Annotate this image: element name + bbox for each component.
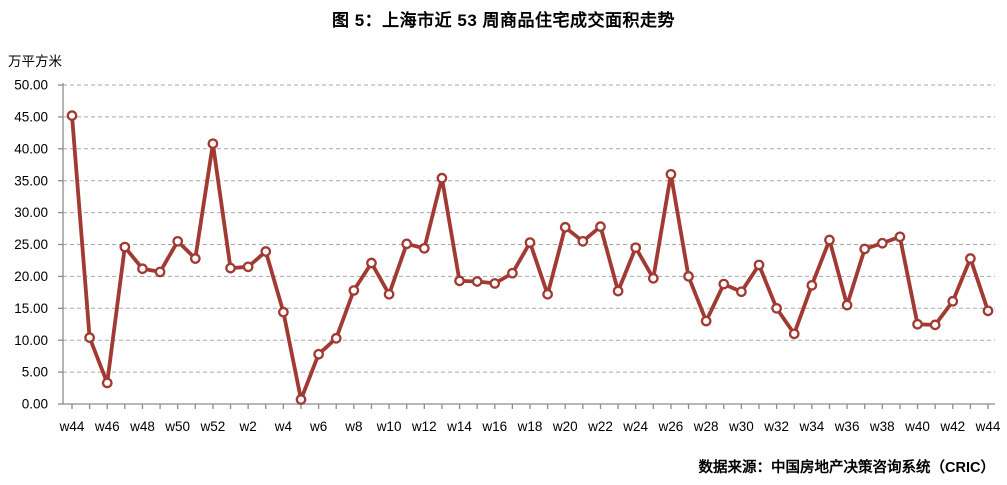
data-point-marker xyxy=(736,286,747,298)
data-source: 数据来源：中国房地产决策咨询系统（CRIC） xyxy=(698,460,995,476)
data-point-marker xyxy=(577,235,589,247)
data-point-marker xyxy=(101,377,113,389)
data-point-marker xyxy=(172,235,184,247)
data-point-marker xyxy=(612,285,624,297)
x-tick-label: w18 xyxy=(517,419,543,434)
data-point-marker xyxy=(700,315,712,327)
data-line xyxy=(70,113,990,402)
x-tick-label: w52 xyxy=(200,419,226,434)
x-tick-label: w10 xyxy=(376,419,402,434)
data-point-marker xyxy=(507,267,518,279)
y-tick-label: 15.00 xyxy=(14,301,48,316)
data-point-marker xyxy=(929,319,941,331)
data-point-marker xyxy=(137,263,148,275)
x-tick-label: w40 xyxy=(904,419,930,434)
data-point-marker xyxy=(683,271,694,282)
data-point-marker xyxy=(965,253,976,264)
data-point-marker xyxy=(313,348,324,360)
y-tick-label: 25.00 xyxy=(14,237,48,252)
x-tick-label: w44 xyxy=(975,419,1001,434)
y-axis-unit-label: 万平方米 xyxy=(8,54,62,69)
y-tick-label: 5.00 xyxy=(22,365,48,380)
x-tick-label: w38 xyxy=(869,419,895,434)
x-tick-label: w30 xyxy=(728,419,754,434)
x-tick-label: w28 xyxy=(693,419,719,434)
x-tick-label: w46 xyxy=(94,419,120,434)
data-point-marker xyxy=(912,318,923,330)
data-point-marker xyxy=(225,262,236,274)
x-tick-label: w50 xyxy=(164,419,190,434)
data-point-marker xyxy=(207,138,219,150)
data-point-marker xyxy=(119,241,131,253)
y-tick-label: 20.00 xyxy=(14,269,48,284)
data-point-marker xyxy=(260,246,272,257)
data-point-marker xyxy=(471,276,483,287)
data-point-marker xyxy=(454,275,465,287)
y-tick-label: 40.00 xyxy=(14,141,48,156)
chart-title: 图 5：上海市近 53 周商品住宅成交面积走势 xyxy=(331,11,676,30)
data-point-marker xyxy=(647,272,659,284)
data-point-marker xyxy=(366,257,377,269)
data-point-marker xyxy=(894,231,906,243)
data-point-marker xyxy=(841,299,853,311)
y-tick-label: 45.00 xyxy=(14,110,48,125)
y-tick-label: 30.00 xyxy=(14,205,48,220)
y-tick-label: 50.00 xyxy=(14,78,48,93)
data-point-marker xyxy=(330,332,342,344)
x-tick-label: w4 xyxy=(274,419,293,434)
x-tick-label: w12 xyxy=(411,419,437,434)
data-point-marker xyxy=(718,278,730,290)
data-point-marker xyxy=(189,253,201,264)
data-point-marker xyxy=(859,243,871,255)
x-tick-label: w44 xyxy=(59,419,85,434)
x-tick-label: w26 xyxy=(658,419,684,434)
x-tick-label: w22 xyxy=(587,419,613,434)
data-point-marker xyxy=(348,285,360,296)
data-point-marker xyxy=(824,234,835,246)
data-point-marker xyxy=(383,288,395,300)
data-point-marker xyxy=(242,261,254,273)
x-tick-label: w8 xyxy=(344,419,362,434)
x-tick-label: w2 xyxy=(239,419,257,434)
x-tick-label: w6 xyxy=(309,419,327,434)
data-point-marker xyxy=(665,168,677,180)
data-point-marker xyxy=(630,242,642,254)
data-point-marker xyxy=(66,110,78,121)
x-tick-label: w20 xyxy=(552,419,578,434)
data-point-marker xyxy=(947,295,959,307)
data-point-marker xyxy=(154,266,166,278)
x-tick-label: w42 xyxy=(939,419,965,434)
data-point-marker xyxy=(295,394,307,405)
data-point-marker xyxy=(489,278,501,289)
data-point-marker xyxy=(876,237,888,249)
y-tick-label: 35.00 xyxy=(14,173,48,188)
data-point-marker xyxy=(771,302,782,314)
data-point-marker xyxy=(401,238,413,250)
y-tick-label: 0.00 xyxy=(22,397,48,412)
x-tick-label: w48 xyxy=(129,419,155,434)
data-point-marker xyxy=(753,259,765,271)
data-point-marker xyxy=(84,332,95,343)
data-point-marker xyxy=(524,237,536,248)
y-tick-label: 10.00 xyxy=(14,333,48,348)
data-point-marker xyxy=(436,172,448,184)
x-tick-label: w14 xyxy=(446,419,472,434)
data-point-marker xyxy=(788,328,800,340)
data-point-marker xyxy=(418,242,430,254)
data-point-marker xyxy=(278,306,289,318)
data-point-marker xyxy=(982,305,994,317)
x-tick-label: w34 xyxy=(798,419,824,434)
data-point-marker xyxy=(595,221,606,232)
data-point-marker xyxy=(806,279,818,291)
data-point-marker xyxy=(542,288,553,300)
x-tick-label: w16 xyxy=(481,419,507,434)
x-tick-label: w24 xyxy=(622,419,648,434)
x-tick-label: w36 xyxy=(834,419,860,434)
data-point-marker xyxy=(559,221,571,233)
x-tick-label: w32 xyxy=(763,419,789,434)
